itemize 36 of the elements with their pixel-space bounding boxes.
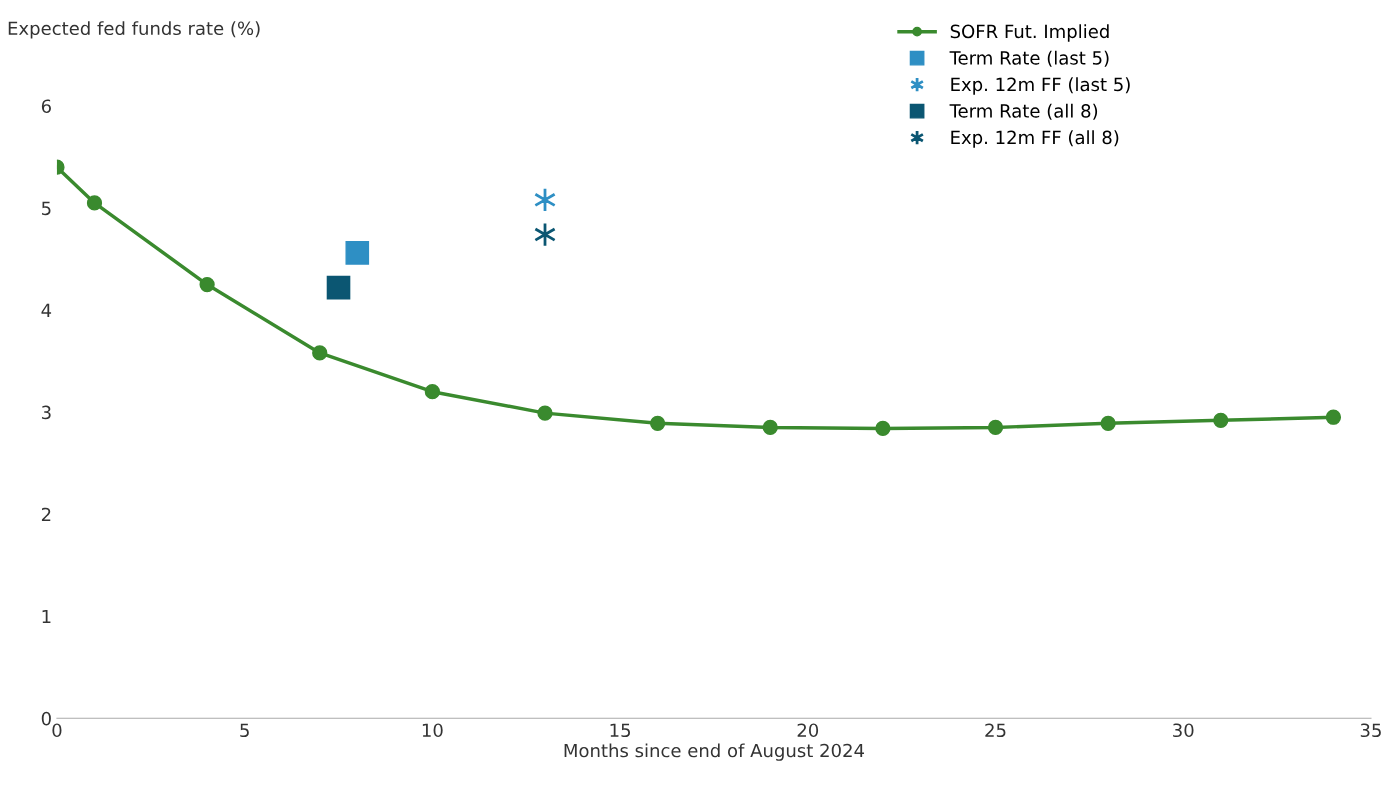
point (86, 195, 103, 211)
legend-label: SOFR Fut. Implied (950, 24, 1109, 42)
y-axis-title: Expected fed funds rate (%) (8, 21, 260, 39)
y-tick-label: 3 (41, 405, 51, 420)
point (1213, 412, 1229, 428)
x-tick-label: 30 (1173, 723, 1194, 738)
y-tick-label: 0 (41, 711, 51, 726)
x-tick-label: 5 (240, 723, 249, 738)
point (987, 419, 1004, 436)
point (875, 420, 891, 437)
point (326, 275, 351, 300)
y-tick-label: 4 (41, 303, 52, 317)
y-tick-label: 1 (42, 609, 51, 624)
legend-label: Term Rate (all 8) (949, 103, 1098, 120)
legend-label: Exp. 12m FF (last 5) (951, 77, 1130, 95)
legend-label: Exp. 12m FF (all 8) (951, 130, 1119, 148)
x-tick-label: 20 (797, 723, 819, 738)
y-tick-label: 6 (41, 99, 51, 114)
point (1100, 415, 1116, 431)
point (649, 415, 666, 431)
x-tick-label: 35 (1360, 723, 1381, 738)
y-tick-label: 2 (41, 507, 51, 522)
point (424, 384, 441, 400)
x-tick-label: 15 (610, 723, 630, 738)
x-tick-label: 25 (985, 723, 1006, 738)
x-tick-label: 10 (422, 723, 443, 738)
point (762, 419, 778, 436)
point (345, 241, 370, 265)
x-tick-label: 0 (52, 723, 62, 738)
legend-label: Term Rate (last 5) (949, 50, 1109, 67)
point (537, 405, 553, 421)
point (199, 276, 215, 293)
point (312, 345, 328, 361)
x-axis-title: Months since end of August 2024 (564, 743, 865, 761)
point (1325, 409, 1342, 425)
y-tick-label: 5 (41, 201, 51, 216)
